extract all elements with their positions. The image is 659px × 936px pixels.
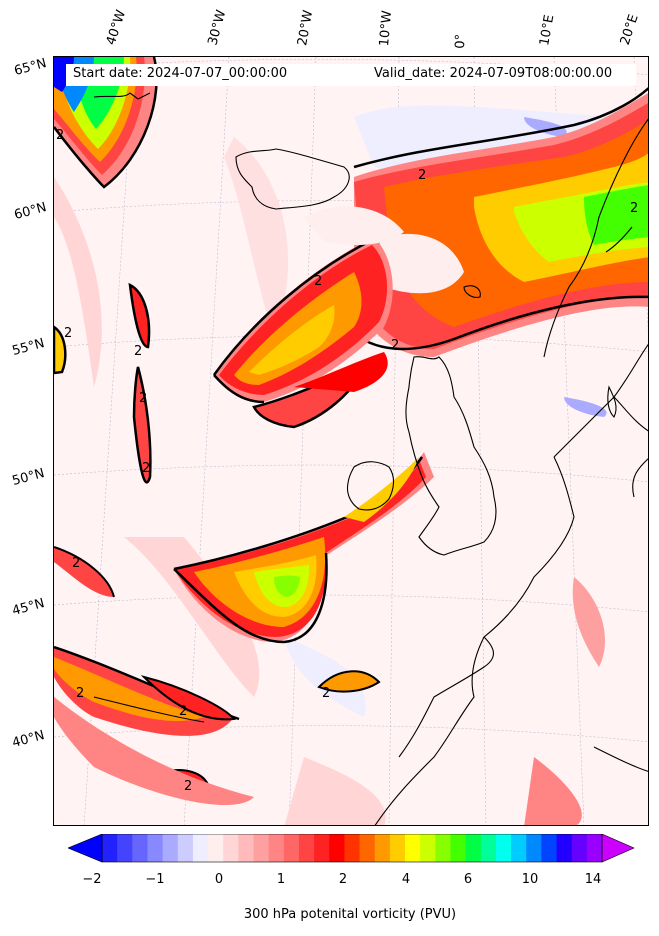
colorbar-cell	[586, 834, 603, 862]
colorbar-cell	[556, 834, 573, 862]
colorbar-cell	[435, 834, 451, 862]
coastlines	[93, 92, 648, 825]
lat-label-65n: 65°N	[12, 56, 49, 79]
colorbar-cell	[102, 834, 118, 862]
colorbar-cell	[298, 834, 315, 862]
colorbar-left-arrow	[68, 834, 103, 863]
lat-label-55n: 55°N	[10, 336, 47, 359]
colorbar-cell	[192, 834, 209, 862]
lon-label-10e: 10°E	[537, 13, 558, 47]
colorbar-cell	[253, 834, 270, 862]
colorbar-cell	[283, 834, 300, 862]
colorbar-cell	[132, 834, 148, 862]
colorbar-cell	[117, 834, 133, 862]
lon-label-40w: 40°W	[103, 8, 130, 47]
colorbar-cell	[374, 834, 391, 862]
colorbar-outline	[101, 834, 603, 863]
lon-label-10w: 10°W	[377, 9, 396, 47]
contour-label: 2	[314, 274, 322, 289]
colorbar-cell	[405, 834, 421, 862]
colorbar-cell	[162, 834, 179, 862]
colorbar-right-arrow	[601, 834, 635, 863]
colorbar-cell	[268, 834, 285, 862]
colorbar-cell	[465, 834, 482, 862]
colorbar-tick: 10	[521, 872, 539, 887]
colorbar-cell	[177, 834, 194, 862]
contour-label: 2	[391, 338, 399, 353]
colorbar-tick: −2	[82, 872, 102, 887]
colorbar-tick: 0	[214, 872, 224, 887]
contour-label: 2	[139, 391, 147, 406]
lon-label-20w: 20°W	[295, 9, 317, 48]
valid-date-text: Valid_date: 2024-07-09T08:00:00.00	[374, 66, 613, 81]
colorbar-cells	[102, 834, 603, 862]
colorbar-tick: −1	[145, 872, 165, 887]
title-box	[66, 64, 636, 86]
contour-label: 2	[64, 326, 72, 341]
lat-label-45n: 45°N	[10, 596, 47, 619]
pv-band-southwest	[54, 645, 381, 806]
start-date-text: Start date: 2024-07-07_00:00:00	[73, 66, 288, 81]
map-plot-area: 2 2 2 2 2 2 2 2 2 2 2 2 2 2	[53, 56, 649, 826]
colorbar-cell	[541, 834, 558, 862]
colorbar-cell	[359, 834, 376, 862]
pv-tongue-middle	[212, 237, 393, 429]
contour-label: 2	[630, 201, 638, 216]
colorbar-cell	[238, 834, 255, 862]
contour-label: 2	[56, 128, 64, 143]
pv-tongue-south	[173, 452, 434, 644]
colorbar-cell	[208, 834, 224, 862]
colorbar-cell	[344, 834, 361, 862]
colorbar-cell	[223, 834, 239, 862]
contour-label: 2	[76, 686, 84, 701]
pv-field-map: 2 2 2 2 2 2 2 2 2 2 2 2 2 2	[54, 57, 648, 825]
colorbar-cell	[420, 834, 436, 862]
colorbar-cell	[571, 834, 588, 862]
contour-label: 2	[418, 168, 426, 183]
lon-label-0: 0°	[453, 33, 469, 49]
lon-label-30w: 30°W	[205, 8, 230, 47]
contour-labels: 2 2 2 2 2 2 2 2 2 2 2 2 2 2	[56, 128, 638, 794]
colorbar-cell	[511, 834, 527, 862]
contour-label: 2	[179, 704, 187, 719]
pv-streamers-west	[54, 282, 152, 598]
colorbar-cell	[314, 834, 330, 862]
colorbar-cell	[329, 834, 345, 862]
lat-label-40n: 40°N	[10, 728, 47, 751]
lat-label-60n: 60°N	[12, 200, 49, 223]
contour-label: 2	[72, 556, 80, 571]
colorbar-tick: 6	[463, 872, 473, 887]
contour-label: 2	[134, 344, 142, 359]
colorbar-tick: 2	[338, 872, 348, 887]
contour-label: 2	[184, 779, 192, 794]
lon-label-20e: 20°E	[617, 12, 642, 48]
colorbar-cell	[495, 834, 512, 862]
pv-jet-north	[353, 87, 648, 357]
colorbar-label: 300 hPa potenital vorticity (PVU)	[243, 907, 457, 922]
contour-label: 2	[322, 686, 330, 701]
colorbar-tick: 4	[401, 872, 411, 887]
colorbar-cell	[526, 834, 542, 862]
colorbar-cell	[389, 834, 406, 862]
colorbar-cell	[450, 834, 467, 862]
pv-background-patches	[54, 105, 614, 825]
colorbar	[68, 834, 635, 863]
colorbar-cell	[480, 834, 497, 862]
colorbar-cell	[147, 834, 164, 862]
colorbar-tick: 1	[276, 872, 286, 887]
contour-label: 2	[142, 461, 150, 476]
lat-label-50n: 50°N	[10, 466, 47, 489]
colorbar-tick: 14	[584, 872, 602, 887]
pv-iceland-patch	[304, 206, 404, 245]
